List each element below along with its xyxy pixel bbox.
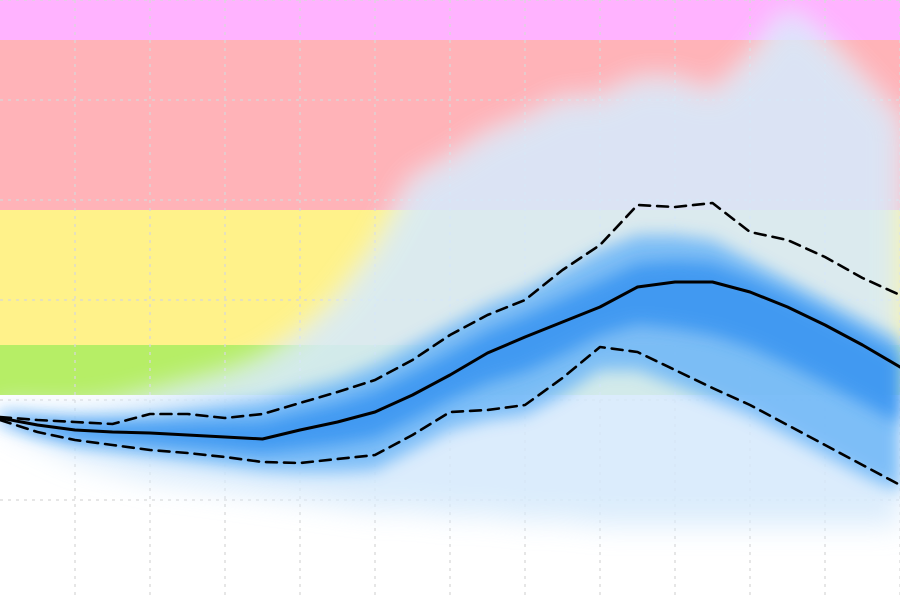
- upper-line: [0, 201, 900, 426]
- lower-line: [0, 345, 900, 487]
- plume-outer: [0, 10, 900, 525]
- plume-core: [0, 260, 900, 453]
- median-line: [0, 280, 900, 441]
